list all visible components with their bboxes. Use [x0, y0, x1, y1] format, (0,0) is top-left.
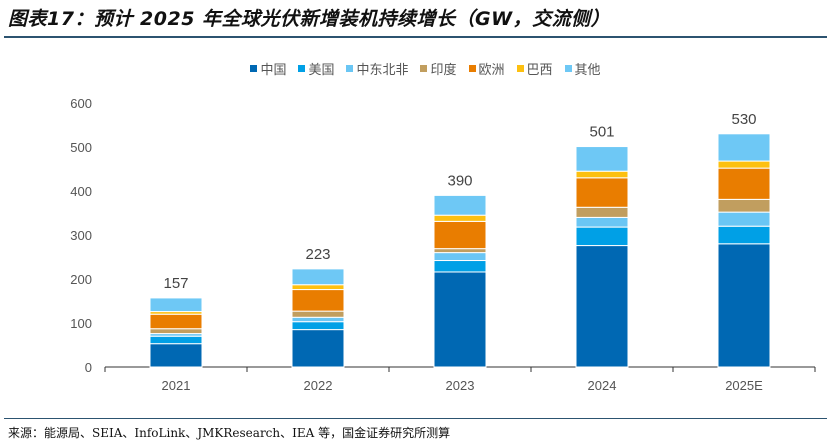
legend-item: 美国 — [298, 59, 334, 78]
bar-segment — [575, 170, 629, 179]
legend-swatch — [564, 65, 572, 72]
bar-segment — [291, 268, 345, 286]
y-tick-label: 500 — [70, 140, 92, 155]
x-tick-label: 2024 — [588, 378, 617, 393]
bar-segment — [291, 316, 345, 323]
bar-segment — [291, 321, 345, 331]
bar-segment — [717, 167, 771, 200]
bar-segment — [717, 243, 771, 368]
legend-label: 其他 — [574, 63, 601, 78]
x-tick-label: 2021 — [162, 378, 191, 393]
bar-segment — [717, 198, 771, 213]
bar-segment — [575, 146, 629, 172]
bar-segment — [291, 329, 345, 368]
bar-segment — [149, 343, 203, 368]
legend-swatch — [250, 65, 258, 72]
bar-segment — [433, 248, 487, 254]
bar-segment — [717, 211, 771, 227]
bar-segment — [149, 328, 203, 335]
chart-title: 图表17：预计 2025 年全球光伏新增装机持续增长（GW，交流侧） — [8, 8, 611, 30]
bar-segment — [717, 160, 771, 169]
legend-item: 中国 — [250, 59, 286, 78]
bar-segment — [149, 297, 203, 313]
y-tick-label: 0 — [85, 360, 92, 375]
legend-item: 印度 — [420, 59, 457, 78]
bar-segment — [575, 177, 629, 208]
bar-segment — [575, 206, 629, 218]
bar-segment — [291, 310, 345, 318]
y-tick-label: 300 — [70, 228, 92, 243]
y-tick-label: 600 — [70, 96, 92, 111]
bar-segment — [717, 133, 771, 162]
x-tick-label: 2023 — [446, 378, 475, 393]
total-label: 501 — [589, 124, 614, 141]
y-tick-label: 400 — [70, 184, 92, 199]
x-tick-label: 2025E — [725, 378, 763, 393]
bar-segment — [433, 214, 487, 222]
bar-segment — [575, 245, 629, 368]
legend-label: 中东北非 — [356, 63, 409, 78]
bar-segment — [149, 335, 203, 345]
legend-swatch — [346, 65, 354, 72]
legend-item: 巴西 — [516, 59, 553, 78]
source-note: 来源：能源局、SEIA、InfoLink、JMKResearch、IEA 等，国… — [8, 426, 451, 440]
y-tick-label: 100 — [70, 316, 92, 331]
x-tick-label: 2022 — [304, 378, 333, 393]
bar-segment — [291, 284, 345, 291]
legend-swatch — [516, 65, 524, 72]
legend-item: 其他 — [564, 59, 601, 78]
bar-segment — [575, 226, 629, 247]
legend-label: 美国 — [308, 63, 335, 78]
legend: 中国 美国 中东北非 印度 欧洲 巴西 其他 — [0, 59, 831, 78]
y-tick-label: 200 — [70, 272, 92, 287]
total-label: 530 — [731, 111, 756, 128]
legend-item: 中东北非 — [346, 59, 408, 78]
source-divider — [4, 418, 827, 419]
bar-segment — [433, 220, 487, 250]
bar-segment — [433, 271, 487, 368]
total-label: 223 — [305, 246, 330, 263]
legend-label: 中国 — [260, 63, 287, 78]
bar-segment — [433, 252, 487, 262]
legend-swatch — [468, 65, 476, 72]
bar-segment — [433, 194, 487, 216]
legend-item: 欧洲 — [468, 59, 505, 78]
bar-segment — [149, 313, 203, 330]
legend-swatch — [420, 65, 428, 72]
legend-label: 印度 — [430, 63, 457, 78]
legend-swatch — [298, 65, 306, 72]
bar-segment — [717, 225, 771, 245]
total-label: 390 — [447, 172, 472, 189]
legend-label: 巴西 — [526, 63, 553, 78]
bar-segment — [575, 216, 629, 228]
legend-label: 欧洲 — [478, 63, 505, 78]
title-divider — [4, 36, 827, 38]
bar-segment — [433, 260, 487, 273]
total-label: 157 — [163, 275, 188, 292]
bar-segment — [291, 289, 345, 312]
